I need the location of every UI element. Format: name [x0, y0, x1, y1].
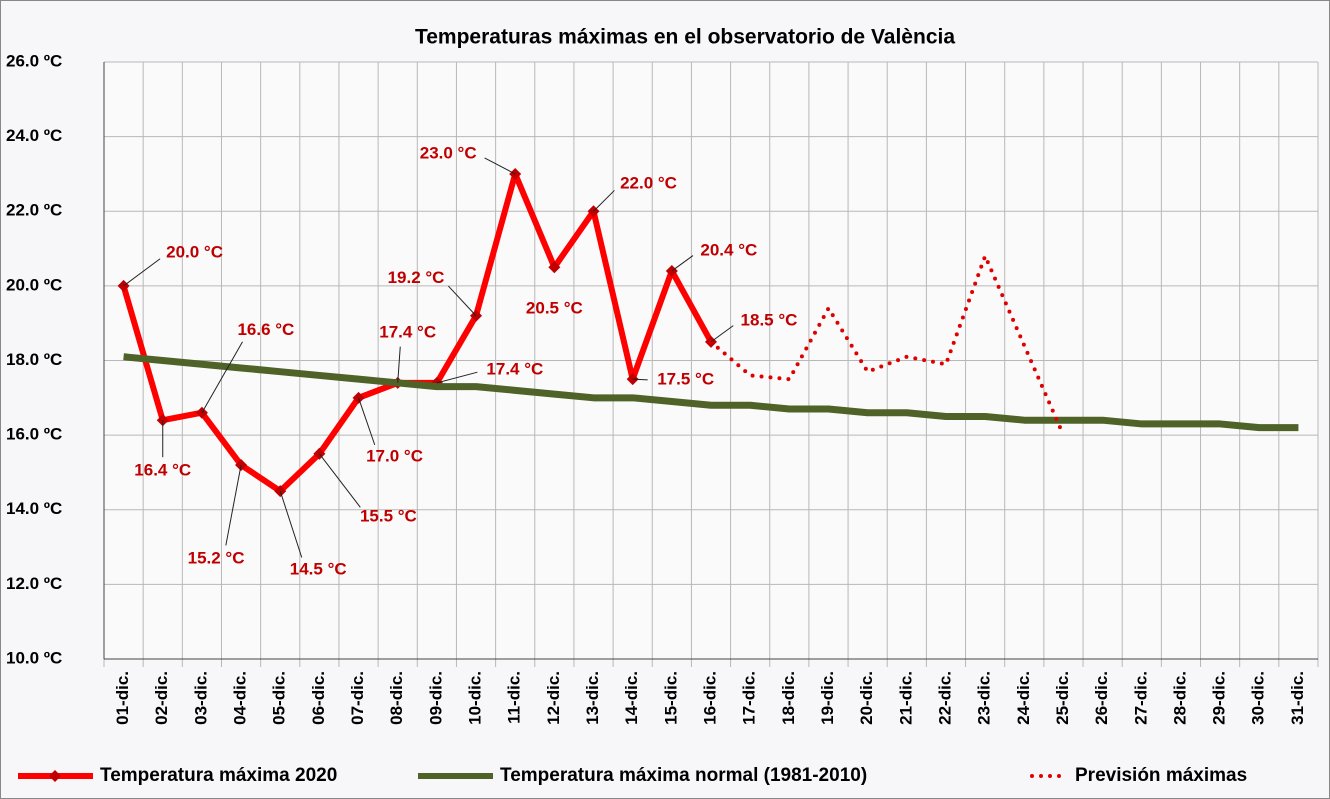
data-label: 14.5 °C: [290, 560, 347, 579]
x-tick-label: 15-dic.: [661, 671, 680, 725]
x-tick-label: 02-dic.: [152, 671, 171, 725]
legend-label: Temperatura máxima 2020: [100, 765, 337, 786]
x-tick-label: 30-dic.: [1249, 671, 1268, 725]
x-tick-label: 13-dic.: [583, 671, 602, 725]
leader-line: [671, 255, 694, 272]
leader-line: [318, 453, 361, 508]
x-tick-label: 20-dic.: [857, 671, 876, 725]
data-label: 16.6 °C: [237, 320, 294, 339]
x-tick-label: 01-dic.: [113, 671, 132, 725]
data-label: 16.4 °C: [134, 461, 191, 480]
x-tick-label: 03-dic.: [191, 671, 210, 725]
y-tick-label: 22.0 ºC: [6, 201, 62, 220]
leader-line: [448, 285, 477, 317]
x-tick-label: 23-dic.: [975, 671, 994, 725]
data-label: 18.5 °C: [741, 310, 798, 329]
y-tick-label: 14.0 ºC: [6, 499, 62, 518]
x-tick-label: 26-dic.: [1092, 671, 1111, 725]
legend-label: Temperatura máxima normal (1981-2010): [500, 765, 867, 786]
x-tick-label: 07-dic.: [348, 671, 367, 725]
data-label: 23.0 °C: [420, 143, 477, 162]
x-tick-label: 04-dic.: [231, 671, 250, 725]
x-tick-label: 21-dic.: [896, 671, 915, 725]
data-label: 17.4 °C: [486, 359, 543, 378]
data-label: 20.0 °C: [166, 242, 223, 261]
series-line: [123, 353, 1299, 432]
leader-line: [123, 258, 161, 287]
y-tick-label: 26.0 ºC: [6, 51, 62, 70]
y-tick-label: 24.0 ºC: [6, 126, 62, 145]
data-label: 19.2 °C: [388, 268, 445, 287]
x-tick-label: 08-dic.: [387, 671, 406, 725]
x-tick-label: 09-dic.: [426, 671, 445, 725]
leader-line: [484, 157, 516, 175]
leader-line: [397, 346, 401, 383]
legend-marker: [49, 770, 61, 782]
x-tick-label: 29-dic.: [1210, 671, 1229, 725]
data-label: 20.5 °C: [526, 299, 583, 318]
legend-label: Previsión máximas: [1075, 765, 1247, 786]
x-tick-label: 05-dic.: [270, 671, 289, 725]
x-tick-label: 19-dic.: [818, 671, 837, 725]
leader-line: [225, 464, 242, 546]
data-label: 15.5 °C: [360, 506, 417, 525]
x-tick-label: 17-dic.: [740, 671, 759, 725]
x-tick-label: 18-dic.: [779, 671, 798, 725]
data-label: 17.4 °C: [379, 322, 436, 341]
leader-line: [632, 378, 648, 381]
series-line: [709, 254, 1066, 438]
y-tick-label: 20.0 ºC: [6, 275, 62, 294]
x-tick-label: 24-dic.: [1014, 671, 1033, 725]
x-tick-label: 31-dic.: [1288, 671, 1307, 725]
x-tick-label: 16-dic.: [700, 671, 719, 725]
x-tick-label: 10-dic.: [466, 671, 485, 725]
data-label: 20.4 °C: [700, 240, 757, 259]
data-label: 17.0 °C: [366, 446, 423, 465]
x-tick-label: 14-dic.: [622, 671, 641, 725]
leader-line: [201, 341, 243, 413]
marker: [548, 261, 561, 274]
data-label: 17.5 °C: [657, 370, 714, 389]
x-tick-label: 28-dic.: [1170, 671, 1189, 725]
x-tick-label: 11-dic.: [505, 671, 524, 724]
x-tick-label: 22-dic.: [935, 671, 954, 725]
data-label: 22.0 °C: [620, 174, 677, 193]
x-tick-label: 12-dic.: [544, 671, 563, 725]
leader-line: [710, 325, 734, 343]
chart-title: Temperaturas máximas en el observatorio …: [415, 26, 955, 49]
y-tick-label: 18.0 ºC: [6, 350, 62, 369]
x-tick-label: 25-dic.: [1053, 671, 1072, 725]
data-label: 15.2 °C: [188, 548, 245, 567]
x-tick-label: 06-dic.: [309, 671, 328, 725]
leader-line: [436, 371, 478, 384]
y-tick-label: 10.0 ºC: [6, 648, 62, 667]
y-tick-label: 16.0 ºC: [6, 425, 62, 444]
leader-line: [279, 490, 303, 558]
y-tick-label: 12.0 ºC: [6, 574, 62, 593]
leader-line: [358, 397, 376, 446]
leader-line: [593, 190, 615, 212]
x-tick-label: 27-dic.: [1131, 671, 1150, 725]
